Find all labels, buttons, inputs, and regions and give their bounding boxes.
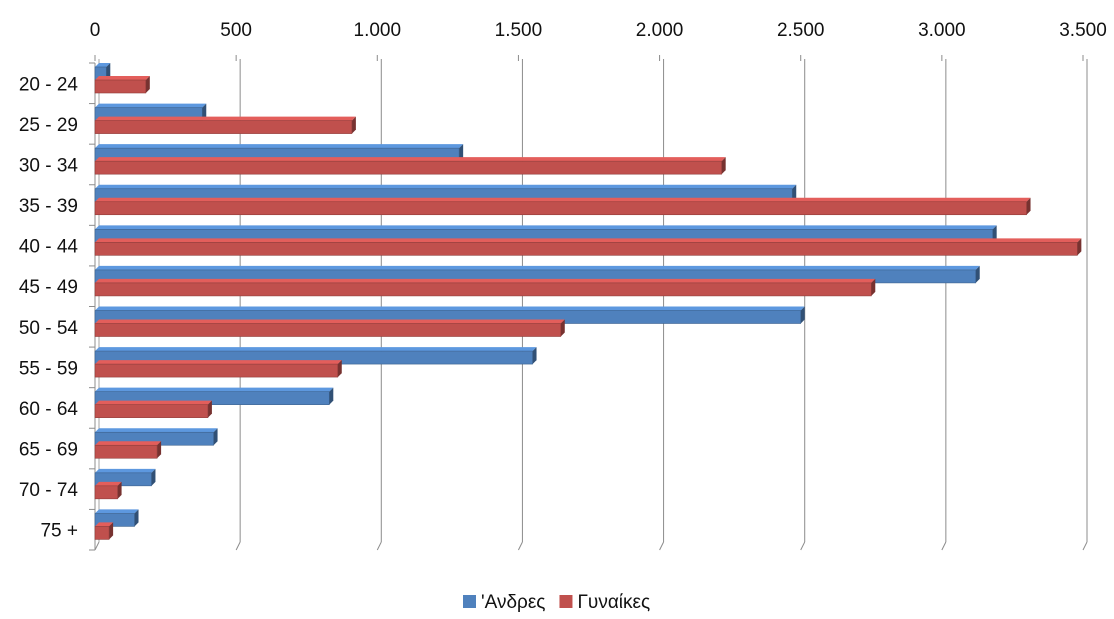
bar-end-face: [1077, 238, 1082, 256]
legend: 'Ανδρες Γυναίκες: [463, 592, 650, 613]
gridline-foot: [94, 541, 100, 551]
bar-end-face: [992, 225, 997, 243]
bar-women: [94, 485, 118, 500]
bar-end-face: [800, 306, 805, 324]
category-label: 65 - 69: [19, 440, 78, 461]
bar-women: [94, 282, 872, 297]
category-label: 30 - 34: [19, 155, 79, 176]
x-tick-label: 2.500: [777, 20, 825, 41]
bar-end-face: [871, 278, 876, 296]
bar-women: [94, 444, 158, 459]
category-label: 50 - 54: [19, 318, 79, 339]
legend-swatch: [463, 595, 476, 608]
x-tick-label: 0: [90, 20, 101, 41]
bar-women: [94, 242, 1078, 256]
category-label: 40 - 44: [19, 237, 79, 258]
gridline-foot: [1082, 541, 1088, 551]
bar-top-face: [95, 306, 805, 311]
bar-women: [94, 201, 1027, 216]
x-tick-label: 2.000: [636, 20, 684, 41]
gridline-foot: [517, 541, 523, 551]
bar-end-face: [1026, 197, 1031, 215]
category-label: 55 - 59: [19, 358, 78, 379]
gridline-foot: [941, 541, 947, 551]
bar-top-face: [95, 522, 114, 527]
gridline-foot: [800, 541, 806, 551]
gridline-foot: [235, 541, 241, 551]
bar-end-face: [532, 347, 537, 365]
bar-end-face: [109, 522, 114, 540]
bar-end-face: [213, 428, 218, 446]
category-label: 45 - 49: [19, 277, 78, 298]
gridlines: [94, 59, 1088, 551]
bar-top-face: [95, 144, 464, 149]
bar-women: [94, 323, 562, 337]
category-label: 35 - 39: [19, 196, 78, 217]
bar-top-face: [95, 197, 1031, 202]
legend-swatch: [559, 595, 573, 608]
gridline-foot: [376, 541, 382, 551]
bar-women: [94, 363, 339, 378]
bar-women: [94, 160, 722, 175]
bar-top-face: [95, 278, 876, 283]
bar-end-face: [975, 265, 980, 283]
bar-top-face: [95, 441, 162, 446]
category-label: 70 - 74: [19, 480, 79, 501]
x-tick-label: 3.000: [918, 20, 966, 41]
bar-top-face: [95, 116, 356, 121]
x-tick-label: 1.500: [495, 20, 543, 41]
x-tick-label: 1.000: [354, 20, 402, 41]
category-label: 25 - 29: [19, 115, 78, 136]
bar-top-face: [95, 238, 1082, 243]
bar-top-face: [95, 76, 150, 80]
bar-top-face: [95, 360, 342, 365]
bar-top-face: [95, 481, 122, 486]
bar-end-face: [560, 319, 565, 337]
bar-end-face: [106, 63, 111, 80]
gridline-foot: [659, 541, 665, 551]
bar-end-face: [721, 157, 726, 175]
bar-end-face: [792, 184, 797, 202]
category-label: 20 - 24: [19, 74, 79, 95]
tick-labels: 0 500 1.000 1.500 2.000 2.500 3.000 3.500 20 - 2…: [19, 20, 1107, 542]
legend-label: Γυναίκες: [577, 592, 650, 613]
bar-top-face: [95, 387, 334, 392]
bar-end-face: [337, 360, 342, 378]
bar-top-face: [95, 400, 212, 405]
bar-top-face: [95, 468, 156, 473]
bar-end-face: [202, 103, 207, 121]
bar-end-face: [207, 400, 212, 418]
bar-end-face: [459, 144, 464, 162]
bar-end-face: [134, 509, 139, 527]
bar-top-face: [95, 103, 207, 108]
bar-end-face: [151, 468, 156, 486]
bar-end-face: [117, 481, 122, 499]
x-tick-label: 3.500: [1059, 20, 1107, 41]
bar-end-face: [157, 441, 162, 459]
bar-end-face: [329, 387, 334, 405]
category-label: 60 - 64: [19, 399, 79, 420]
bar-top-face: [95, 63, 111, 67]
axes: [89, 55, 1084, 551]
bar-women: [94, 404, 209, 418]
bar-top-face: [95, 319, 565, 324]
bar-women: [94, 526, 110, 540]
bar-end-face: [145, 76, 150, 93]
bars: [94, 63, 1082, 540]
bar-end-face: [351, 116, 356, 134]
bar-top-face: [95, 509, 139, 514]
bar-women: [94, 79, 147, 94]
bar-women: [94, 120, 353, 134]
category-label: 75 +: [40, 521, 78, 542]
bar-top-face: [95, 347, 537, 352]
bar-top-face: [95, 225, 997, 230]
x-tick-label: 500: [220, 20, 252, 41]
bar-top-face: [95, 428, 218, 433]
bar-top-face: [95, 265, 980, 270]
bar-top-face: [95, 157, 726, 162]
legend-label: 'Ανδρες: [481, 592, 545, 613]
bar-top-face: [95, 184, 797, 189]
